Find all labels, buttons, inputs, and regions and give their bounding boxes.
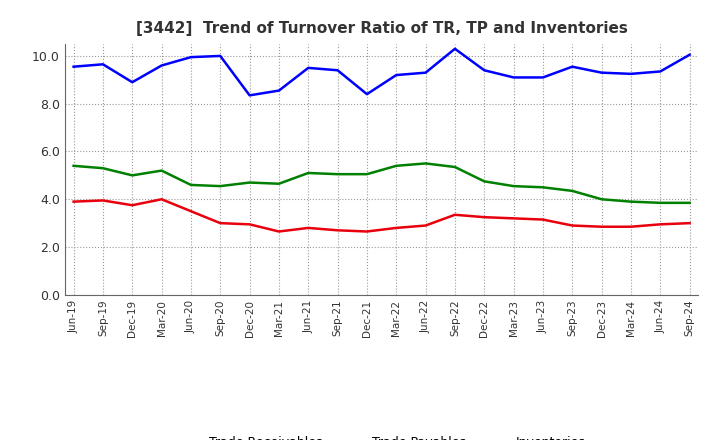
Trade Payables (216, 53, 225, 59)
Trade Receivables (568, 223, 577, 228)
Inventories (626, 199, 635, 204)
Inventories (539, 185, 547, 190)
Inventories (392, 163, 400, 169)
Inventories (157, 168, 166, 173)
Trade Payables (304, 65, 312, 70)
Inventories (69, 163, 78, 169)
Trade Payables (480, 68, 489, 73)
Legend: Trade Receivables, Trade Payables, Inventories: Trade Receivables, Trade Payables, Inven… (172, 432, 591, 440)
Trade Receivables (509, 216, 518, 221)
Trade Receivables (216, 220, 225, 226)
Trade Payables (246, 93, 254, 98)
Trade Payables (421, 70, 430, 75)
Trade Receivables (685, 220, 694, 226)
Inventories (656, 200, 665, 205)
Trade Payables (128, 80, 137, 85)
Trade Payables (186, 55, 195, 60)
Trade Receivables (451, 212, 459, 217)
Line: Inventories: Inventories (73, 163, 690, 203)
Trade Receivables (274, 229, 283, 234)
Inventories (304, 170, 312, 176)
Inventories (568, 188, 577, 194)
Line: Trade Receivables: Trade Receivables (73, 199, 690, 231)
Inventories (333, 172, 342, 177)
Inventories (216, 183, 225, 189)
Trade Receivables (99, 198, 107, 203)
Trade Receivables (392, 225, 400, 231)
Trade Payables (333, 68, 342, 73)
Trade Payables (157, 63, 166, 68)
Trade Payables (598, 70, 606, 75)
Trade Receivables (304, 225, 312, 231)
Inventories (99, 165, 107, 171)
Trade Receivables (539, 217, 547, 222)
Trade Payables (392, 73, 400, 78)
Inventories (274, 181, 283, 187)
Trade Receivables (421, 223, 430, 228)
Trade Payables (451, 46, 459, 51)
Line: Trade Payables: Trade Payables (73, 49, 690, 95)
Trade Receivables (480, 215, 489, 220)
Trade Payables (568, 64, 577, 70)
Trade Receivables (656, 222, 665, 227)
Inventories (451, 165, 459, 170)
Trade Receivables (598, 224, 606, 229)
Trade Payables (626, 71, 635, 77)
Trade Receivables (69, 199, 78, 204)
Title: [3442]  Trend of Turnover Ratio of TR, TP and Inventories: [3442] Trend of Turnover Ratio of TR, TP… (135, 21, 628, 36)
Trade Receivables (157, 197, 166, 202)
Trade Receivables (333, 227, 342, 233)
Inventories (598, 197, 606, 202)
Trade Payables (363, 92, 372, 97)
Trade Receivables (128, 202, 137, 208)
Trade Payables (99, 62, 107, 67)
Inventories (480, 179, 489, 184)
Inventories (685, 200, 694, 205)
Trade Receivables (186, 209, 195, 214)
Inventories (421, 161, 430, 166)
Trade Payables (539, 75, 547, 80)
Inventories (363, 172, 372, 177)
Trade Payables (274, 88, 283, 93)
Inventories (509, 183, 518, 189)
Inventories (246, 180, 254, 185)
Trade Receivables (246, 222, 254, 227)
Inventories (128, 173, 137, 178)
Trade Receivables (363, 229, 372, 234)
Trade Payables (509, 75, 518, 80)
Inventories (186, 182, 195, 187)
Trade Payables (69, 64, 78, 70)
Trade Payables (685, 52, 694, 57)
Trade Payables (656, 69, 665, 74)
Trade Receivables (626, 224, 635, 229)
